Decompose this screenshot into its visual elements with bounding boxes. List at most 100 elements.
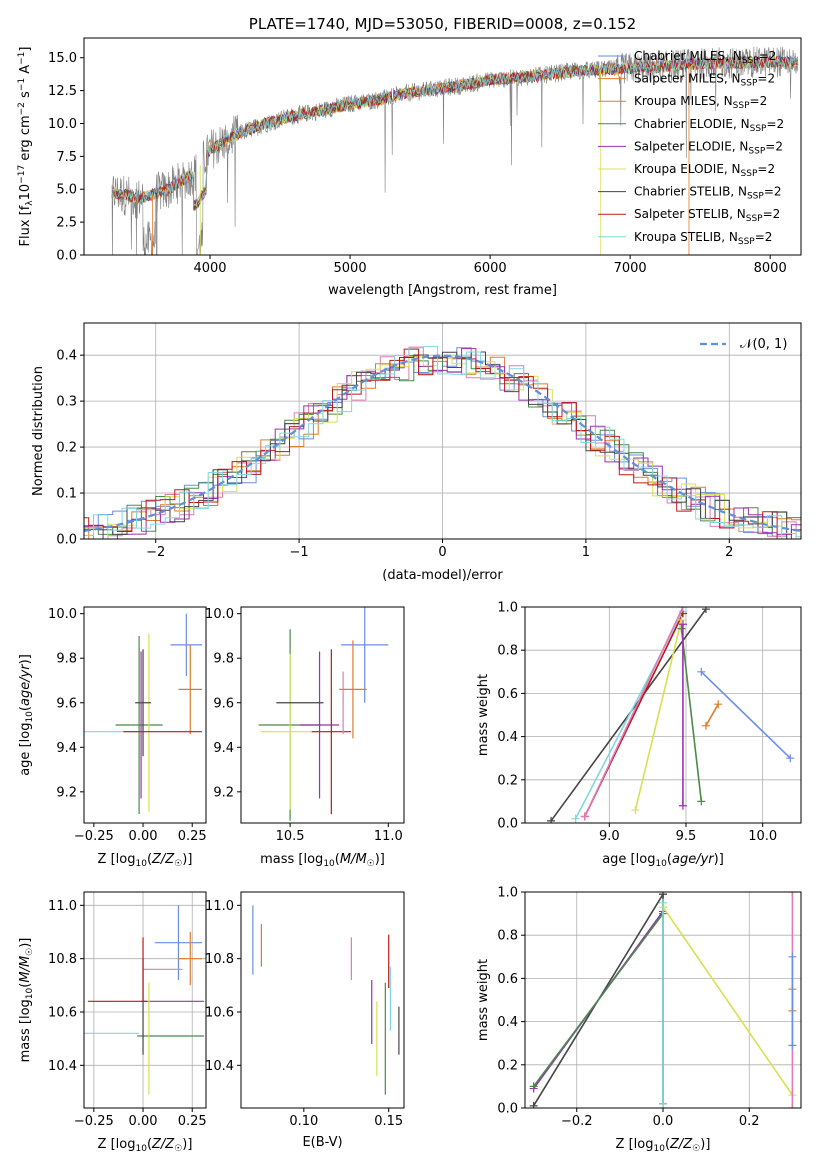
weight-marker [788, 952, 797, 961]
panel-3: 10.5 11.0 9.2 9.4 9.6 9.8 10.0 mass [log10(M/M☉… [205, 606, 405, 869]
panel-0: 4000 5000 6000 7000 8000 0.0 2.5 5.0 7.5 10.0 12.5… [48, 37, 802, 276]
weight-marker [529, 1101, 538, 1108]
weight-line [700, 671, 791, 759]
y-tick-label: 0.6 [497, 972, 518, 987]
x-tick-label: 9.5 [676, 829, 697, 844]
histogram-series [84, 356, 801, 539]
axes-frame [240, 891, 405, 1109]
x-axis-label: E(B-V) [302, 1135, 342, 1150]
panel-7: −0.2 0.0 0.2 0.0 0.2 0.4 0.6 0.8 1.0 Z [log10(Z/Z… [476, 886, 802, 1154]
legend-entry: Kroupa MILES, NSSP=2 [634, 94, 767, 111]
y-tick-label: 0.2 [497, 1058, 518, 1073]
error-bar-point [339, 640, 367, 739]
weight-line [705, 703, 719, 727]
error-bar-point [178, 644, 203, 734]
y-tick-label: 0.2 [56, 441, 77, 456]
x-tick-label: 6000 [474, 261, 507, 276]
y-tick-label: 10.6 [48, 1006, 77, 1021]
y-tick-label: 9.8 [56, 652, 77, 667]
x-tick-label: 0.25 [178, 829, 207, 844]
weight-marker [659, 892, 667, 899]
weight-marker [529, 1082, 538, 1091]
x-axis-label: Z [log10(Z/Z☉)] [616, 1137, 711, 1154]
weight-marker [786, 754, 795, 763]
weight-series [677, 624, 706, 806]
weight-marker [547, 816, 556, 823]
weight-marker [678, 607, 687, 611]
y-tick-label: 9.8 [213, 652, 234, 667]
y-tick-label: 9.4 [56, 741, 77, 756]
x-axis-label: Z [log10(Z/Z☉)] [98, 1137, 193, 1154]
normal-curve [84, 354, 801, 532]
y-tick-label: 9.2 [56, 785, 77, 800]
weight-line [662, 906, 794, 1096]
x-axis-label: mass [log10(M/M☉)] [260, 852, 385, 869]
x-tick-label: 0.25 [178, 1114, 207, 1129]
panel-2: −0.25 0.00 0.25 9.2 9.4 9.6 9.8 10.0 Z [log10(Z/… [18, 606, 207, 869]
weight-series [580, 609, 687, 821]
x-tick-label: 2 [725, 545, 733, 560]
weight-marker [714, 700, 723, 709]
legend: Chabrier MILES, NSSP=2 Salpeter MILES, NS… [598, 49, 784, 247]
error-bar-point [341, 607, 389, 703]
error-bar-point [178, 932, 203, 986]
legend-entry: Salpeter MILES, NSSP=2 [634, 72, 775, 89]
panel-1: −2 −1 0 1 2 0.0 0.1 0.2 0.3 0.4 𝒩(0, 1) [56, 322, 802, 560]
error-bar-point [299, 651, 340, 799]
y-tick-label: 9.6 [56, 696, 77, 711]
error-bar-point [311, 649, 351, 815]
y-tick-label: 0.0 [56, 249, 77, 264]
weight-series [701, 700, 723, 730]
weight-marker [631, 806, 640, 815]
error-bar-point [135, 649, 151, 757]
axes-frame [83, 891, 207, 1109]
weight-series [631, 615, 686, 815]
weight-line [680, 628, 703, 802]
y-tick-label: 15.0 [48, 51, 77, 66]
histogram-series [84, 348, 801, 539]
y-axis-label: Normed distribution [31, 366, 46, 496]
y-tick-label: 0.0 [497, 1102, 518, 1117]
y-tick-label: 0.4 [56, 349, 77, 364]
chart-title: PLATE=1740, MJD=53050, FIBERID=0008, z=0… [249, 15, 636, 33]
y-tick-label: 10.0 [48, 117, 77, 132]
y-tick-label: 11.0 [205, 899, 234, 914]
x-tick-label: 10.5 [276, 829, 305, 844]
x-axis-label: Z [log10(Z/Z☉)] [98, 852, 193, 869]
x-tick-label: 5000 [334, 261, 367, 276]
axes-frame [83, 606, 207, 824]
y-tick-label: 10.8 [48, 952, 77, 967]
x-tick-label: 0.00 [129, 1114, 158, 1129]
weight-marker [697, 797, 706, 806]
error-bar-point [154, 905, 203, 980]
legend-entry: 𝒩(0, 1) [740, 337, 787, 352]
y-tick-label: 10.8 [205, 952, 234, 967]
y-tick-label: 0.3 [56, 395, 77, 410]
plot-area [84, 613, 203, 815]
weight-series [659, 903, 797, 1100]
panel-6: 0.10 0.15 10.4 10.6 10.8 11.0 [205, 891, 405, 1129]
y-tick-label: 0.2 [497, 773, 518, 788]
x-axis-label: age [log10(age/yr)] [602, 852, 724, 869]
y-tick-label: 10.6 [205, 1006, 234, 1021]
weight-marker [659, 1099, 667, 1108]
x-tick-label: 1 [582, 545, 590, 560]
y-tick-label: 9.2 [213, 785, 234, 800]
x-axis-label: (data-model)/error [382, 568, 503, 583]
y-tick-label: 1.0 [497, 601, 518, 616]
x-tick-label: 8000 [754, 261, 787, 276]
y-tick-label: 9.6 [213, 696, 234, 711]
legend-entry: Chabrier MILES, NSSP=2 [634, 49, 776, 66]
y-axis-label: mass [log10(M/M☉)] [18, 938, 35, 1063]
weight-marker [788, 1041, 797, 1050]
y-axis-label: mass weight [476, 959, 491, 1041]
x-tick-label: −0.25 [74, 829, 114, 844]
x-tick-label: −0.2 [561, 1114, 593, 1129]
y-tick-label: 0.0 [497, 817, 518, 832]
weight-marker [580, 812, 589, 821]
y-tick-label: 12.5 [48, 84, 77, 99]
legend-entry: Kroupa ELODIE, NSSP=2 [634, 162, 775, 179]
histogram-series [84, 356, 801, 535]
histogram-series [84, 345, 801, 538]
